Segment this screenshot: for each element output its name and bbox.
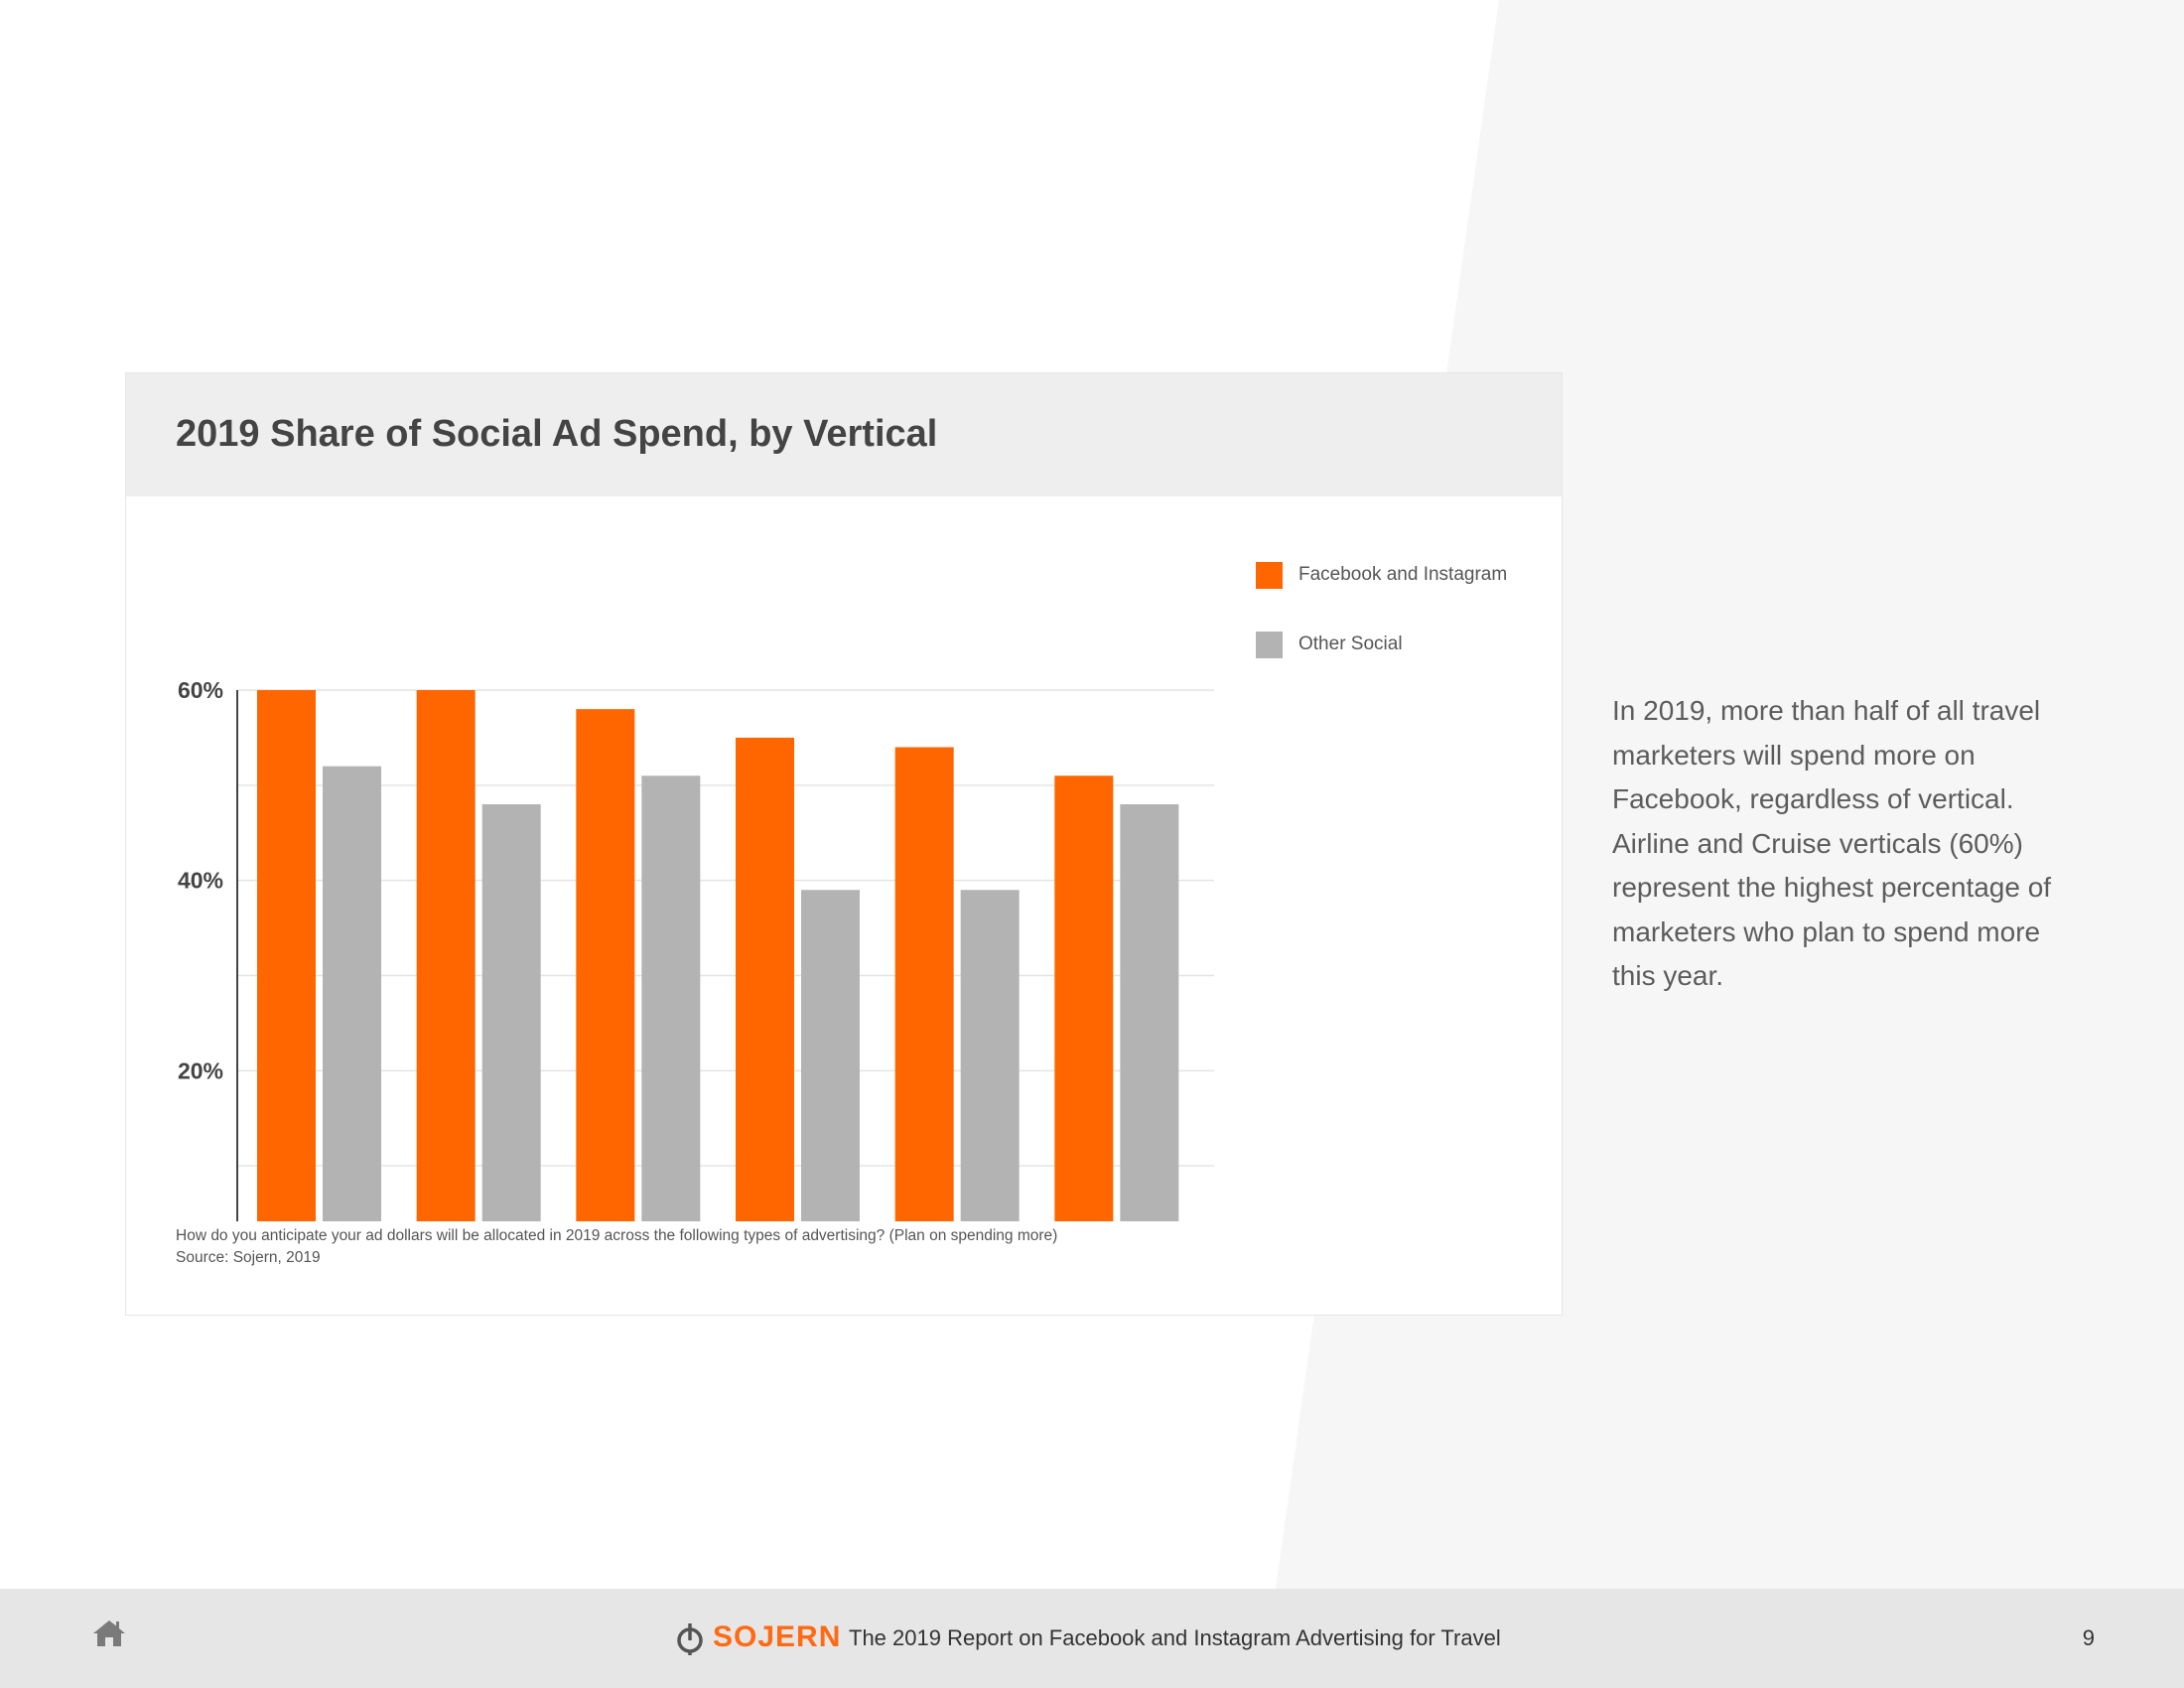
chart-title: 2019 Share of Social Ad Spend, by Vertic… (176, 413, 938, 455)
brand-name: SOJERN (713, 1620, 842, 1653)
bar-other-social-car-rental (1120, 804, 1179, 1221)
home-icon[interactable] (92, 1618, 126, 1648)
bar-facebook-and-instagram-attraction (576, 709, 635, 1221)
legend-swatch (1256, 632, 1283, 658)
y-tick-label: 20% (178, 1057, 223, 1083)
bar-facebook-and-instagram-airline (257, 690, 316, 1221)
legend-label: Facebook and Instagram (1298, 564, 1508, 585)
legend-label: Other Social (1298, 633, 1403, 654)
sojern-logo-mark-icon (677, 1623, 703, 1655)
report-title: The 2019 Report on Facebook and Instagra… (849, 1625, 1501, 1650)
chart-footnote: How do you anticipate your ad dollars wi… (176, 1225, 1057, 1269)
chart-card-header: 2019 Share of Social Ad Spend, by Vertic… (126, 373, 1562, 496)
bar-facebook-and-instagram-dmo (736, 737, 794, 1221)
legend-swatch (1256, 562, 1283, 589)
y-tick-label: 60% (178, 677, 223, 703)
bar-other-social-hotel (960, 890, 1020, 1221)
bar-facebook-and-instagram-car-rental (1054, 775, 1114, 1221)
bar-other-social-cruise (481, 804, 541, 1221)
bar-other-social-attraction (641, 775, 701, 1221)
insight-paragraph: In 2019, more than half of all travel ma… (1612, 695, 2052, 991)
bar-other-social-airline (323, 766, 381, 1221)
chart-source: Source: Sojern, 2019 (176, 1249, 321, 1266)
y-tick-label: 40% (178, 868, 223, 894)
page-number: 9 (2082, 1625, 2095, 1650)
survey-question: How do you anticipate your ad dollars wi… (176, 1227, 1058, 1244)
footer-bar: SOJERN The 2019 Report on Facebook and I… (0, 1589, 2184, 1688)
bar-facebook-and-instagram-hotel (894, 747, 954, 1221)
chart-card: 2019 Share of Social Ad Spend, by Vertic… (125, 372, 1563, 1316)
bar-chart: 0%20%40%60%AirlineCruiseAttractionDMOHot… (178, 677, 1214, 1221)
bar-other-social-dmo (801, 890, 860, 1221)
bar-facebook-and-instagram-cruise (416, 690, 476, 1221)
